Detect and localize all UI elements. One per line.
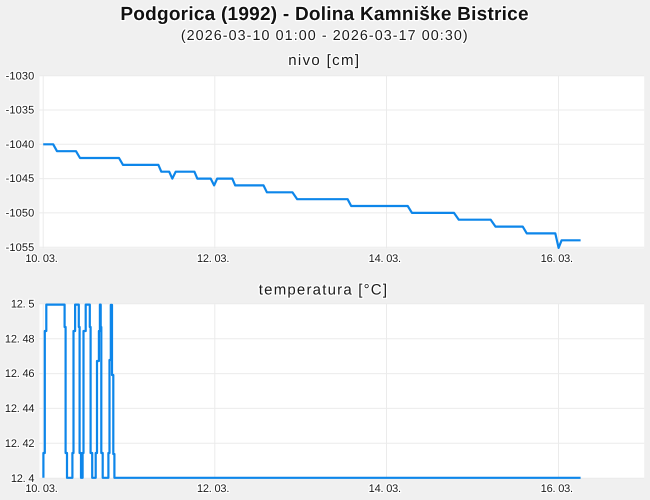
svg-text:12. 5: 12. 5 bbox=[11, 298, 35, 310]
svg-text:10. 03.: 10. 03. bbox=[25, 253, 57, 265]
svg-text:Podgorica (1992) - Dolina Kamn: Podgorica (1992) - Dolina Kamniške Bistr… bbox=[120, 4, 528, 25]
svg-text:temperatura [°C]: temperatura [°C] bbox=[259, 281, 388, 298]
svg-text:-1040: -1040 bbox=[6, 139, 35, 151]
svg-text:14. 03.: 14. 03. bbox=[369, 253, 401, 265]
svg-text:-1055: -1055 bbox=[6, 242, 35, 254]
svg-text:12. 4: 12. 4 bbox=[11, 473, 35, 485]
svg-text:-1050: -1050 bbox=[6, 208, 35, 220]
svg-text:-1035: -1035 bbox=[6, 105, 35, 117]
svg-text:12. 03.: 12. 03. bbox=[197, 253, 229, 265]
svg-text:16. 03.: 16. 03. bbox=[541, 253, 573, 265]
svg-text:14. 03.: 14. 03. bbox=[369, 483, 401, 495]
svg-text:-1030: -1030 bbox=[6, 70, 35, 82]
svg-text:10. 03.: 10. 03. bbox=[25, 483, 57, 495]
svg-text:12. 03.: 12. 03. bbox=[197, 483, 229, 495]
svg-text:nivo [cm]: nivo [cm] bbox=[288, 52, 360, 69]
svg-text:16. 03.: 16. 03. bbox=[541, 483, 573, 495]
svg-text:12. 42: 12. 42 bbox=[5, 438, 34, 450]
svg-text:(2026-03-10 01:00 - 2026-03-17: (2026-03-10 01:00 - 2026-03-17 00:30) bbox=[181, 28, 469, 44]
svg-text:-1045: -1045 bbox=[6, 173, 35, 185]
svg-text:12. 46: 12. 46 bbox=[5, 368, 34, 380]
svg-text:12. 44: 12. 44 bbox=[5, 403, 34, 415]
svg-text:12. 48: 12. 48 bbox=[5, 333, 34, 345]
